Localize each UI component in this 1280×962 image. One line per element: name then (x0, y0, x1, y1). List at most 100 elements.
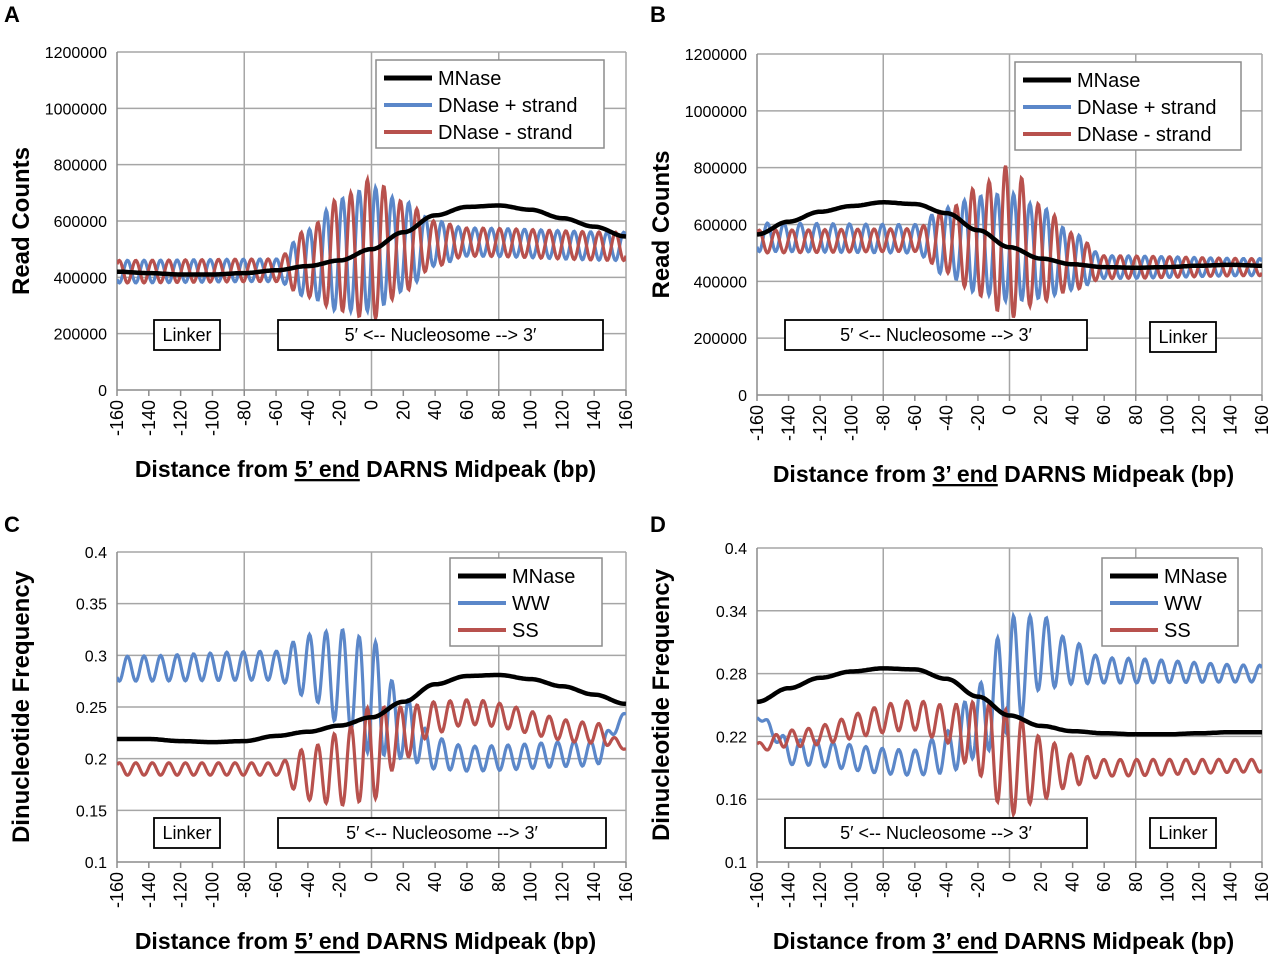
series-line-ss (757, 699, 1262, 819)
x-tick-label: -40 (298, 872, 318, 898)
x-tick-label: -40 (298, 400, 318, 426)
x-tick-label: -100 (202, 872, 222, 908)
panel-c: 0.1 0.15 0.2 0.25 0.3 0.35 0.4 -160 -140 -120 -100… (8, 545, 636, 954)
x-tick-label: 80 (489, 400, 509, 420)
annotation-box (1149, 817, 1217, 849)
x-tick-label: -60 (266, 872, 286, 898)
series-line-mnase (757, 200, 1262, 270)
x-tick-label: 60 (1094, 405, 1114, 425)
y-tick-label: 1200000 (685, 47, 747, 64)
annotation-box (153, 319, 221, 351)
x-tick-label: 60 (457, 400, 477, 420)
annotation-label: 5′ <-- Nucleosome --> 3′ (345, 325, 537, 345)
x-tick-label: 100 (521, 872, 541, 902)
x-tick-label: -100 (842, 405, 862, 441)
annotation-label: 5′ <-- Nucleosome --> 3′ (346, 823, 538, 843)
y-tick-label: 0.1 (85, 855, 107, 872)
x-tick-label: -140 (779, 872, 799, 908)
x-tick-label: 140 (584, 400, 604, 430)
x-tick-label: -160 (747, 405, 767, 441)
panel-d: 0.1 0.16 0.22 0.28 0.34 0.4 -160 -140 -120 -100 -8… (648, 541, 1272, 954)
annotation-label: Linker (162, 823, 211, 843)
legend-label: WW (1164, 593, 1202, 615)
annotation-box (153, 817, 221, 849)
y-tick-label: 0.2 (85, 752, 107, 769)
x-axis-title: Distance from 3’ end DARNS Midpeak (bp) (773, 461, 1234, 487)
y-tick-label: 800000 (694, 161, 747, 178)
legend-label: SS (512, 620, 539, 642)
series-line-mnase (117, 203, 627, 277)
x-tick-label: 0 (1000, 405, 1020, 415)
annotation-label: 5′ <-- Nucleosome --> 3′ (840, 823, 1032, 843)
x-tick-label: 140 (584, 872, 604, 902)
x-tick-label: 80 (1126, 872, 1146, 892)
x-tick-label: -80 (234, 400, 254, 426)
x-tick-label: -60 (266, 400, 286, 426)
series-line-dnase-minus (757, 165, 1262, 319)
x-tick-label: -60 (905, 872, 925, 898)
legend-label: DNase + strand (1077, 97, 1217, 119)
x-tick-label: 40 (1063, 872, 1083, 892)
x-tick-label: 120 (552, 400, 572, 430)
annotation-label: Linker (162, 325, 211, 345)
y-tick-label: 0.25 (76, 700, 107, 717)
x-tick-label: 100 (1157, 872, 1177, 902)
x-tick-label: 160 (1252, 405, 1272, 435)
x-tick-label: 20 (1031, 872, 1051, 892)
x-tick-label: -40 (936, 405, 956, 431)
x-tick-label: -120 (810, 405, 830, 441)
x-tick-label: -160 (107, 872, 127, 908)
x-tick-label: 80 (489, 872, 509, 892)
y-tick-label: 600000 (694, 218, 747, 235)
x-tick-label: -140 (139, 872, 159, 908)
x-tick-label: 0 (362, 400, 382, 410)
y-tick-label: 0.22 (716, 729, 747, 746)
x-tick-label: -80 (873, 872, 893, 898)
x-tick-label: 100 (521, 400, 541, 430)
legend-label: DNase - strand (438, 122, 573, 144)
x-tick-label: -60 (905, 405, 925, 431)
y-tick-label: 1000000 (685, 104, 747, 121)
x-tick-label: 140 (1220, 872, 1240, 902)
series-line-mnase (117, 672, 627, 745)
x-tick-label: -100 (842, 872, 862, 908)
y-tick-label: 600000 (54, 214, 107, 231)
x-tick-label: 120 (1189, 872, 1209, 902)
x-tick-label: -140 (779, 405, 799, 441)
y-tick-label: 800000 (54, 158, 107, 175)
annotation-box (1149, 321, 1217, 353)
panel-label-d: D (650, 512, 666, 537)
x-tick-label: -160 (107, 400, 127, 436)
annotation-label: 5′ <-- Nucleosome --> 3′ (840, 325, 1032, 345)
x-tick-label: 0 (1000, 872, 1020, 882)
panel-a: 0 200000 400000 600000 800000 1000000 1200000 -… (8, 45, 636, 482)
x-tick-label: 160 (616, 872, 636, 902)
legend-label: DNase - strand (1077, 124, 1212, 146)
x-tick-label: -100 (202, 400, 222, 436)
annotation-label: Linker (1158, 823, 1207, 843)
x-tick-label: 60 (457, 872, 477, 892)
x-tick-label: -20 (968, 405, 988, 431)
y-axis-title: Read Counts (8, 147, 35, 295)
x-tick-label: -120 (171, 400, 191, 436)
y-axis-title: Dinucleotide Frequency (8, 570, 35, 843)
series-line-ss (117, 698, 626, 807)
y-tick-label: 200000 (694, 331, 747, 348)
panel-label-c: C (4, 512, 20, 537)
x-tick-label: 0 (362, 872, 382, 882)
series-line-ww (757, 611, 1262, 777)
x-axis-title: Distance from 3’ end DARNS Midpeak (bp) (773, 928, 1234, 954)
y-tick-label: 0.35 (76, 597, 107, 614)
legend-label: SS (1164, 620, 1191, 642)
x-axis-title: Distance from 5’ end DARNS Midpeak (bp) (135, 456, 596, 482)
x-tick-label: -80 (873, 405, 893, 431)
y-tick-label: 200000 (54, 327, 107, 344)
panel-label-a: A (4, 2, 20, 27)
legend-label: MNase (1077, 70, 1140, 92)
x-tick-label: 20 (393, 400, 413, 420)
x-tick-label: 140 (1220, 405, 1240, 435)
x-tick-label: 40 (425, 872, 445, 892)
y-tick-label: 0.34 (716, 604, 747, 621)
x-tick-label: 120 (552, 872, 572, 902)
y-tick-label: 1000000 (45, 101, 107, 118)
